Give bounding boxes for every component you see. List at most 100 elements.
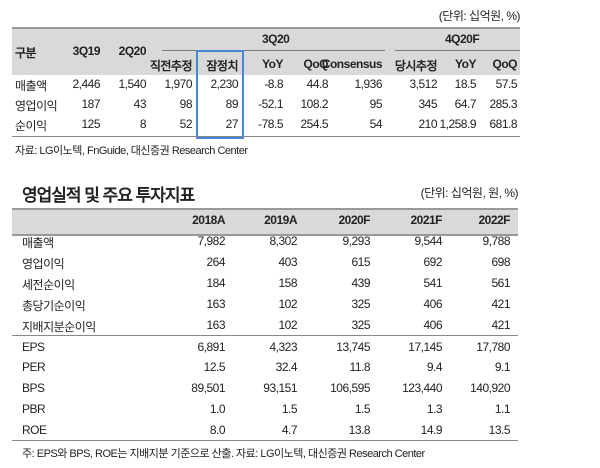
cell: 93,151 [263, 381, 297, 395]
cell: 1,540 [118, 77, 146, 91]
cell: 210 [418, 117, 437, 131]
cell: 17,780 [476, 340, 510, 354]
row-label: 영업이익 [22, 257, 65, 271]
row-label: EPS [22, 340, 45, 354]
cell: 4,323 [269, 340, 297, 354]
cell: 123,440 [402, 381, 442, 395]
cell: 140,920 [470, 381, 510, 395]
cell: 1.5 [281, 402, 298, 416]
cell: 1.3 [426, 402, 443, 416]
cell: 345 [418, 97, 437, 111]
header-3q19: 3Q19 [72, 44, 101, 58]
cell: 561 [491, 276, 510, 290]
source-note: 자료: LG이노텍, FnGuide, 대신증권 Research Center [15, 145, 248, 157]
unit-label: (단위: 십억원, 원, %) [420, 186, 519, 200]
column-header: 2019A [264, 213, 297, 227]
cell: 18.5 [454, 77, 477, 91]
cell: 615 [351, 255, 370, 269]
cell: 421 [491, 318, 510, 332]
cell: 12.5 [203, 360, 226, 374]
divider [395, 50, 520, 51]
cell: 184 [206, 276, 225, 290]
column-header: 2021F [410, 213, 442, 227]
cell: -8.8 [264, 77, 283, 91]
row-label: BPS [22, 381, 45, 395]
row-label: 지배지분순이익 [22, 320, 96, 334]
section-title: 영업실적 및 주요 투자지표 [22, 186, 195, 205]
table-header-bg [12, 208, 518, 236]
cell: 681.8 [489, 117, 517, 131]
divider [162, 50, 385, 51]
cell: 102 [278, 318, 297, 332]
cell: -52.1 [258, 97, 283, 111]
cell: 13,745 [336, 340, 370, 354]
cell: 158 [278, 276, 297, 290]
cell: 2,230 [210, 77, 238, 91]
cell: 421 [491, 297, 510, 311]
header-sub: 당시추정 [394, 59, 438, 73]
cell: 325 [351, 318, 370, 332]
divider [12, 335, 518, 336]
cell: 32.4 [275, 360, 298, 374]
table-header-bg [12, 27, 520, 75]
header-4q20f: 4Q20F [445, 32, 480, 46]
cell: 1.0 [209, 402, 226, 416]
header-sub: YoY [262, 57, 283, 71]
column-header: 2018A [192, 213, 225, 227]
row-label: PER [22, 360, 46, 374]
header-sub: YoY [455, 57, 476, 71]
cell: 406 [423, 318, 442, 332]
cell: 9,293 [342, 234, 370, 248]
cell: 9.4 [426, 360, 443, 374]
cell: 17,145 [408, 340, 442, 354]
unit-label: (단위: 십억원, %) [438, 9, 521, 23]
row-label: ROE [22, 423, 47, 437]
header-3q20: 3Q20 [262, 32, 290, 46]
column-header: 2020F [338, 213, 370, 227]
row-label: 매출액 [22, 236, 54, 250]
cell: 43 [133, 97, 147, 111]
header-2q20: 2Q20 [118, 44, 147, 58]
cell: 2,446 [72, 77, 100, 91]
cell: 1.5 [354, 402, 371, 416]
cell: 4.7 [281, 423, 298, 437]
row-label: 영업이익 [15, 99, 58, 113]
cell: 8 [139, 117, 147, 131]
header-sub: QoQ [492, 57, 518, 71]
cell: 1,970 [164, 77, 192, 91]
header-sub: 직전추정 [149, 59, 193, 73]
cell: 13.8 [348, 423, 371, 437]
row-label: 총당기순이익 [22, 299, 86, 313]
cell: 325 [351, 297, 370, 311]
cell: 11.8 [349, 360, 371, 374]
row-label: 순이익 [15, 119, 47, 133]
cell: 163 [206, 318, 225, 332]
cell: 125 [81, 117, 100, 131]
row-label: PBR [22, 402, 46, 416]
cell: 95 [369, 97, 383, 111]
cell: 9.1 [494, 360, 511, 374]
cell: 9,788 [482, 234, 510, 248]
cell: 7,982 [197, 234, 225, 248]
cell: 1,258.9 [439, 117, 476, 131]
cell: 692 [423, 255, 442, 269]
cell: 163 [206, 297, 225, 311]
cell: 52 [179, 117, 193, 131]
header-sub: Consensus [321, 57, 383, 71]
highlight-box [196, 50, 244, 139]
cell: 254.5 [300, 117, 328, 131]
row-label: 세전순이익 [22, 278, 75, 292]
cell: 13.5 [488, 423, 511, 437]
cell: 14.9 [420, 423, 443, 437]
cell: 439 [351, 276, 370, 290]
cell: 108.2 [300, 97, 328, 111]
cell: 27 [225, 117, 239, 131]
footnote: 주: EPS와 BPS, ROE는 지배지분 기준으로 산출. 자료: LG이노… [22, 448, 425, 460]
cell: 89 [225, 97, 239, 111]
cell: 8.0 [209, 423, 226, 437]
cell: 406 [423, 297, 442, 311]
column-header: 2022F [478, 213, 510, 227]
cell: 541 [423, 276, 442, 290]
header-sub: 잠정치 [206, 59, 238, 73]
cell: 1,936 [354, 77, 382, 91]
